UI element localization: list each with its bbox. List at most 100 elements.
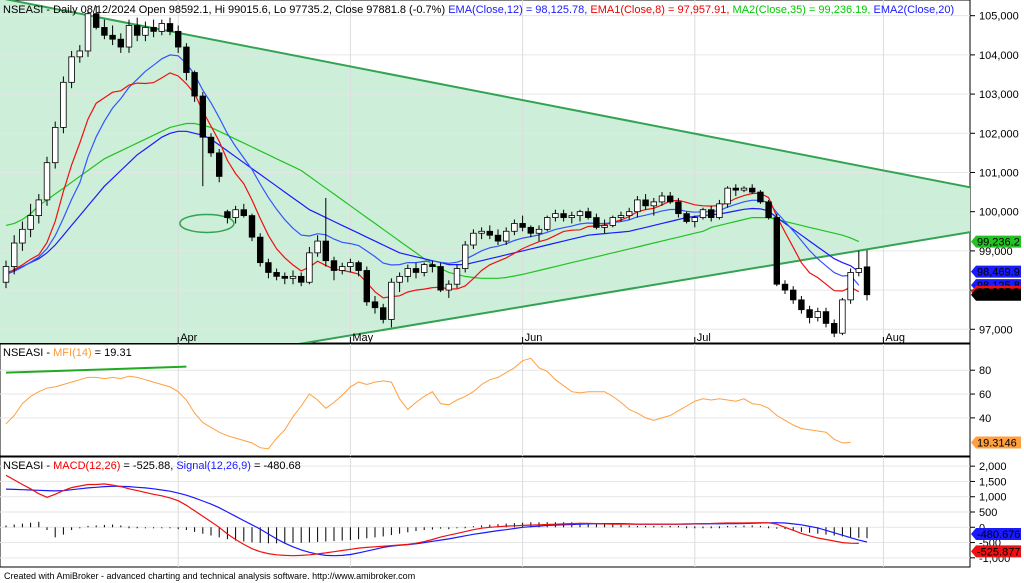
candle-body [683, 213, 690, 222]
macd-value-box [971, 545, 1021, 558]
candle-body [461, 244, 469, 269]
candle-body [511, 223, 518, 232]
candle-body [207, 136, 215, 154]
signal-value-label: -480.676 [977, 529, 1020, 541]
macd-tick-label: 1,500 [979, 476, 1007, 488]
macd-header-symbol: NSEASI - [3, 460, 53, 472]
macd-plot [0, 457, 970, 567]
macd-line [5, 474, 859, 557]
macd-header-macd-value: = -525.88, [120, 460, 176, 472]
price-tick-label: 97,000 [979, 324, 1013, 336]
candle-body [494, 234, 502, 242]
macd-tick-label: 1,000 [979, 492, 1007, 504]
triangle-lower-line [298, 230, 971, 343]
candle-body [330, 260, 338, 271]
candle-body [667, 195, 674, 203]
candle-body [527, 226, 534, 234]
mfi-plot [0, 344, 970, 456]
price-header-ema20: EMA2(Close,20) [873, 4, 954, 16]
candle-body [322, 240, 329, 262]
price-tick-label: 100,000 [979, 207, 1019, 219]
candle-body [552, 213, 559, 218]
candle-body [43, 162, 51, 201]
macd-value-label: -525.877 [977, 546, 1020, 558]
candle-body [10, 242, 18, 267]
candle-body [371, 301, 379, 309]
price-plot [0, 0, 971, 343]
candle-body [847, 272, 854, 301]
price-header-ema8: EMA1(Close,8) = 97,957.91, [590, 4, 732, 16]
month-label-apr: Apr [180, 332, 197, 344]
mfi-tick-label: 80 [979, 365, 991, 377]
candle-body [76, 50, 83, 58]
candle-body [314, 240, 321, 254]
macd-header: NSEASI - MACD(12,26) = -525.88, Signal(1… [3, 460, 301, 472]
candle-body [519, 223, 526, 228]
candle-body [585, 211, 592, 218]
candle-body [347, 262, 354, 267]
mfi-tick-label: 60 [979, 389, 991, 401]
price-tick-label: 103,000 [979, 89, 1019, 101]
candle-body [101, 27, 108, 36]
price-header-ema12: EMA(Close,12) = 98,125.78, [448, 4, 590, 16]
macd-tick-label: 500 [979, 507, 997, 519]
mfi-header-name: MFI(14) [53, 347, 92, 359]
candle-body [166, 23, 174, 32]
candle-body [757, 191, 764, 203]
candle-body [232, 209, 239, 218]
candle-body [814, 311, 821, 318]
signal-value-box [971, 527, 1021, 540]
candle-body [478, 230, 485, 234]
candle-body [502, 230, 510, 242]
candle-body [429, 264, 436, 267]
candle-body [289, 275, 297, 279]
candle-body [420, 264, 428, 273]
candle-body [306, 252, 313, 283]
candle-body [109, 34, 116, 40]
mfi-pane [0, 343, 971, 457]
candle-body [52, 127, 59, 164]
candle-body [453, 268, 461, 285]
candle-body [150, 27, 157, 32]
price-tick-label: 99,000 [979, 246, 1013, 258]
candle-body [281, 275, 288, 279]
candle-body [535, 228, 543, 234]
month-label-may: May [352, 332, 373, 344]
axis-labels: AprMayJunJulAug97,00098,00099,000100,000… [177, 11, 1021, 565]
candle-body [174, 30, 182, 48]
candle-body [68, 56, 75, 83]
candle-body [412, 268, 420, 273]
annotation-ellipse [179, 213, 235, 234]
candle-body [732, 187, 739, 191]
price-header: NSEASI - Daily 08/12/2024 Open 98592.1, … [3, 4, 954, 16]
candle-body [626, 211, 633, 216]
candle-body [297, 275, 305, 283]
candle-body [256, 236, 264, 264]
candle-body [560, 213, 567, 218]
candle-body [60, 81, 67, 128]
candle-body [404, 268, 411, 277]
candle-body [650, 201, 657, 207]
candle-body [240, 209, 247, 217]
candle-body [199, 95, 206, 138]
candle-body [215, 152, 223, 177]
macd-header-signal: Signal(12,26,9) [176, 460, 251, 472]
footer-credit: Created with AmiBroker - advanced charti… [4, 571, 416, 581]
candle-body [839, 299, 846, 334]
candle-body [634, 199, 641, 213]
candle-body [117, 38, 124, 48]
candle-body [740, 187, 748, 191]
candle-body [798, 299, 805, 311]
candle-body [675, 201, 682, 215]
candle-body [822, 311, 830, 324]
candle-body [388, 281, 395, 320]
candle-body [396, 275, 403, 283]
candle-body [593, 217, 600, 228]
candle-body [224, 211, 231, 218]
mfi-line [5, 357, 851, 450]
mfi-value-label: 19.3146 [977, 438, 1017, 450]
candle-body [273, 272, 280, 277]
month-label-aug: Aug [885, 332, 905, 344]
candle-body [183, 46, 190, 73]
